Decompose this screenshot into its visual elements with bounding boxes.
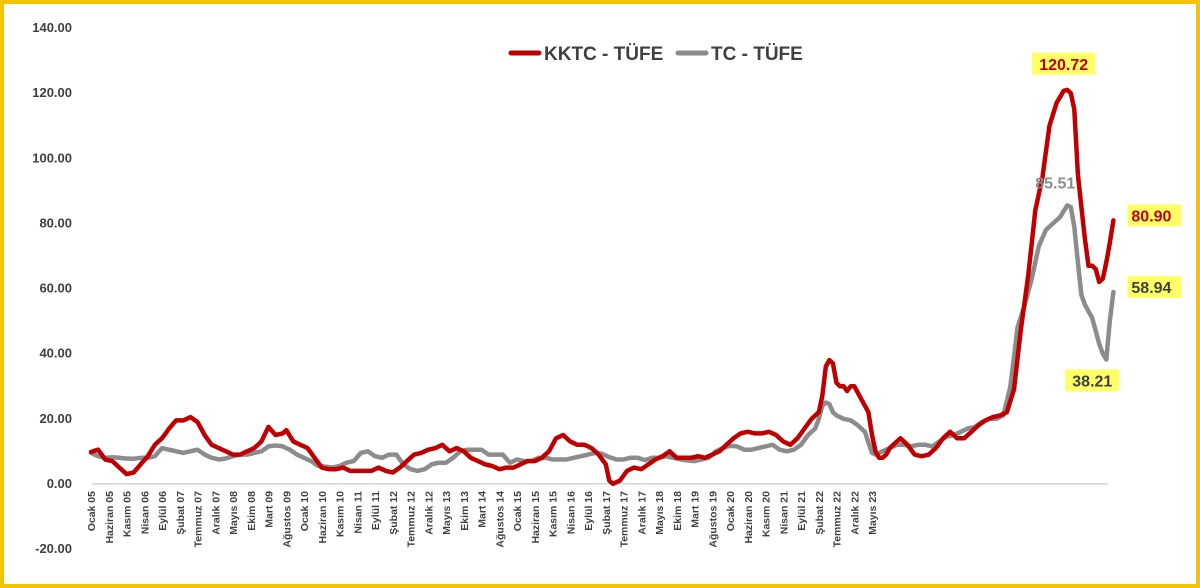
x-tick-label: Ocak 05	[86, 491, 98, 531]
y-tick-label: 120.00	[32, 85, 72, 100]
x-tick-label: Nisan 11	[352, 491, 364, 534]
x-tick-label: Ocak 20	[725, 491, 737, 531]
x-tick-label: Ağustos 09	[281, 491, 293, 548]
x-tick-label: Haziran 15	[530, 491, 542, 544]
x-tick-label: Aralık 07	[210, 491, 222, 535]
y-tick-label: 60.00	[39, 281, 72, 296]
x-tick-label: Temmuz 12	[406, 491, 418, 548]
x-tick-label: Mart 14	[477, 491, 489, 528]
y-tick-label: -20.00	[35, 541, 72, 556]
x-tick-label: Temmuz 17	[619, 491, 631, 548]
x-tick-label: Aralık 22	[849, 491, 861, 535]
x-tick-label: Temmuz 07	[193, 491, 205, 548]
x-tick-label: Mayıs 23	[867, 491, 879, 535]
x-tick-label: Mayıs 18	[654, 491, 666, 535]
y-tick-label: 100.00	[32, 150, 72, 165]
x-tick-label: Ocak 10	[299, 491, 311, 531]
x-tick-label: Haziran 10	[317, 491, 329, 544]
x-tick-label: Nisan 16	[565, 491, 577, 534]
x-tick-label: Ekim 18	[672, 491, 684, 531]
y-tick-label: 0.00	[47, 476, 72, 491]
x-tick-label: Haziran 05	[104, 491, 116, 544]
data-label-box	[1065, 369, 1120, 392]
legend-tc-label: TC - TÜFE	[711, 44, 803, 65]
x-tick-label: Temmuz 22	[832, 491, 844, 548]
x-tick-label: Şubat 22	[814, 491, 826, 535]
data-label: 85.51	[1035, 175, 1075, 192]
x-tick-label: Eylül 11	[370, 491, 382, 530]
x-tick-label: Mart 09	[264, 491, 276, 528]
y-tick-label: 20.00	[39, 411, 72, 426]
x-tick-label: Şubat 17	[601, 491, 613, 535]
x-tick-label: Mayıs 08	[228, 491, 240, 535]
legend-kktc-label: KKTC - TÜFE	[544, 44, 663, 65]
x-tick-label: Aralık 17	[636, 491, 648, 535]
x-tick-label: Eylül 21	[796, 491, 808, 531]
x-tick-label: Eylül 06	[157, 491, 169, 531]
data-label: 120.72	[1039, 57, 1088, 74]
data-label: 58.94	[1131, 280, 1171, 297]
x-tick-label: Kasım 05	[122, 491, 134, 537]
series-line-kktc-tufe	[88, 87, 1116, 487]
x-tick-label: Kasım 20	[761, 491, 773, 537]
x-tick-label: Kasım 15	[548, 491, 560, 537]
x-tick-label: Mayıs 13	[441, 491, 453, 535]
data-label-box	[1032, 52, 1096, 75]
x-tick-label: Ocak 15	[512, 491, 524, 531]
y-tick-label: 40.00	[39, 346, 72, 361]
data-label: 38.21	[1072, 373, 1112, 390]
x-tick-label: Şubat 07	[175, 491, 187, 535]
y-tick-label: 140.00	[32, 20, 72, 35]
series-line-tc-tufe	[88, 203, 1116, 474]
x-tick-label: Ekim 08	[246, 491, 258, 531]
y-tick-label: 80.00	[39, 215, 72, 230]
x-tick-label: Şubat 12	[388, 491, 400, 535]
x-tick-label: Aralık 12	[423, 491, 435, 535]
x-tick-label: Ağustos 14	[494, 491, 506, 548]
data-label-box	[1127, 275, 1182, 298]
x-tick-label: Haziran 20	[743, 491, 755, 544]
data-label-box	[1127, 204, 1182, 227]
x-tick-label: Nisan 21	[778, 491, 790, 534]
x-tick-label: Ağustos 19	[707, 491, 719, 548]
x-tick-label: Nisan 06	[139, 491, 151, 534]
x-tick-label: Ekim 13	[459, 491, 471, 531]
data-label: 80.90	[1131, 208, 1171, 225]
x-tick-label: Mart 19	[690, 491, 702, 528]
x-tick-label: Kasım 10	[335, 491, 347, 537]
x-tick-label: Eylül 16	[583, 491, 595, 531]
